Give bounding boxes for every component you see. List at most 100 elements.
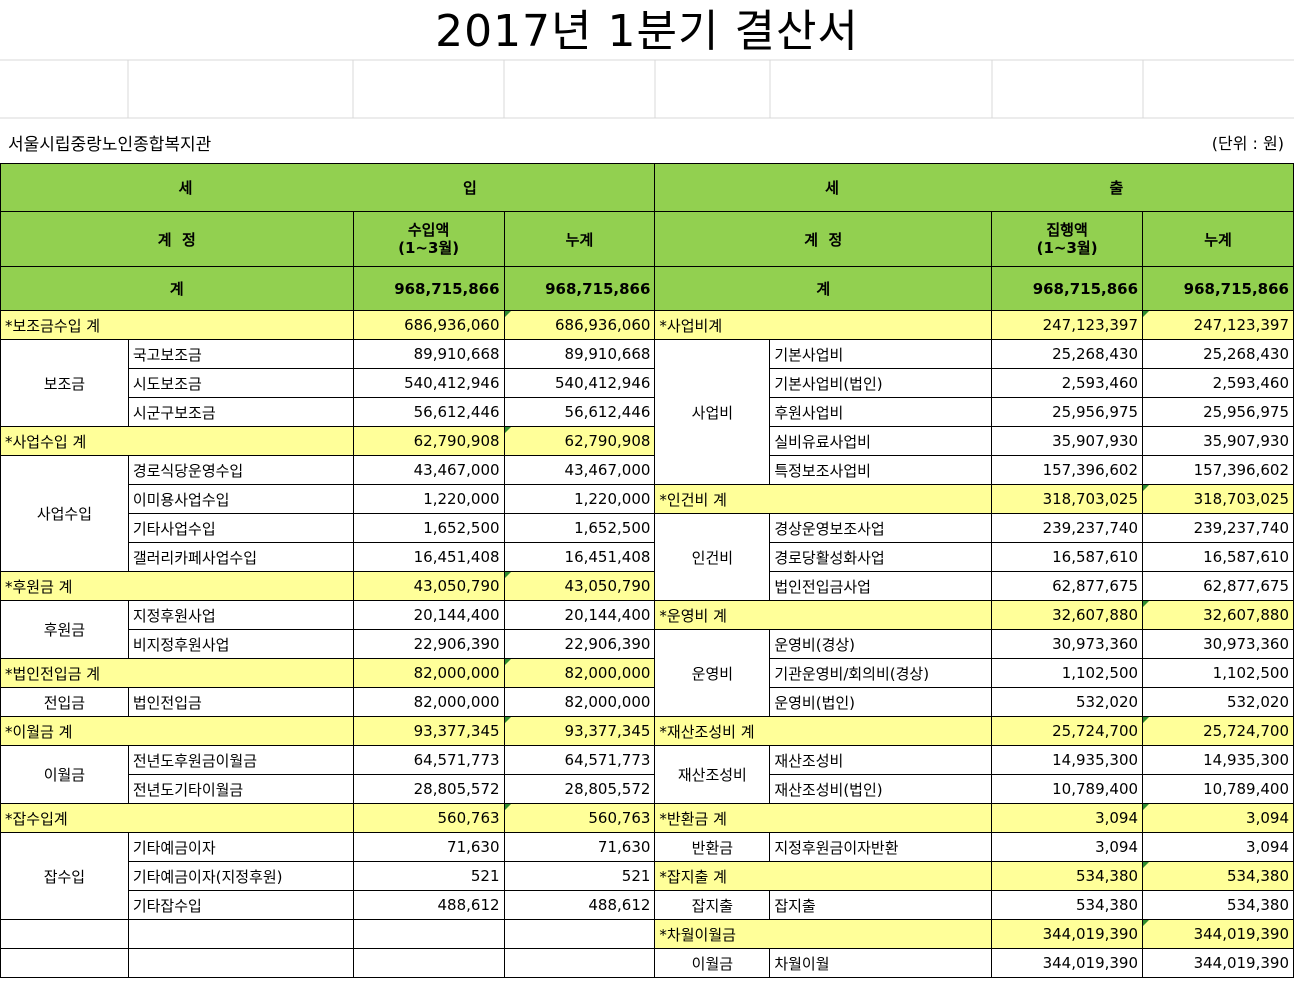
expense-total-amount: 968,715,866 bbox=[991, 266, 1144, 311]
table-row: 시군구보조금 56,612,446 56,612,446 후원사업비 25,956,97… bbox=[1, 397, 1294, 427]
table-row: 전입금 법인전입금 82,000,000 82,000,000 운영비(법인) 532,0… bbox=[0, 687, 1294, 717]
income-empty-cell bbox=[503, 919, 656, 949]
income-item-cumulative: 43,467,000 bbox=[503, 455, 656, 485]
expense-item-label: 잡지출 bbox=[769, 890, 993, 920]
expense-subtotal-amount: 247,123,397 bbox=[991, 310, 1144, 340]
table-row: 시도보조금 540,412,946 540,412,946 기본사업비(법인) 2,59… bbox=[1, 368, 1294, 398]
table-row: 사업수입 경로식당운영수입 43,467,000 43,467,000 특정보조사업비 1… bbox=[0, 455, 1294, 572]
expense-amount-header: 집행액 (1~3월) bbox=[991, 211, 1144, 267]
section-header-row: 세 입 세 출 bbox=[0, 163, 1294, 212]
expense-item-label: 경로당활성화사업 bbox=[769, 542, 993, 572]
table-row: 갤러리카페사업수입 16,451,408 16,451,408 경로당활성화사업 16,… bbox=[1, 542, 1294, 572]
income-item-cumulative: 64,571,773 bbox=[503, 745, 656, 775]
table-row: *차월이월금 344,019,390 344,019,390 bbox=[0, 919, 1294, 949]
table-row: 이월금 차월이월 344,019,390 344,019,390 bbox=[0, 948, 1294, 978]
table-row: 기타예금이자(지정후원) 521 521 *잡지출 계 534,380 534,380 bbox=[1, 861, 1294, 891]
income-subtotal-amount: 82,000,000 bbox=[352, 658, 505, 688]
expense-group-label: 이월금 bbox=[654, 948, 771, 978]
income-item-label: 국고보조금 bbox=[127, 339, 354, 369]
income-item-amount: 1,652,500 bbox=[352, 513, 505, 543]
expense-item-amount: 30,973,360 bbox=[991, 629, 1144, 659]
expense-item-cumulative: 3,094 bbox=[1142, 832, 1294, 862]
income-item-cumulative: 89,910,668 bbox=[503, 339, 656, 369]
expense-section-header: 세 출 bbox=[654, 163, 1294, 212]
expense-subtotal-cumulative: 247,123,397 bbox=[1142, 310, 1294, 340]
expense-item-amount: 157,396,602 bbox=[991, 455, 1144, 485]
expense-subtotal-label: *반환금 계 bbox=[654, 803, 993, 833]
expense-item-cumulative: 14,935,300 bbox=[1142, 745, 1294, 775]
income-item-amount: 89,910,668 bbox=[352, 339, 505, 369]
income-item-amount: 22,906,390 bbox=[352, 629, 505, 659]
income-item-label: 법인전입금 bbox=[127, 687, 354, 717]
expense-subtotal-label: *운영비 계 bbox=[654, 600, 993, 630]
expense-subtotal-label: *잡지출 계 bbox=[654, 861, 993, 891]
expense-item-amount: 3,094 bbox=[991, 832, 1144, 862]
income-item-amount: 488,612 bbox=[352, 890, 505, 920]
expense-item-label: 운영비(경상) bbox=[769, 629, 993, 659]
expense-item-amount: 10,789,400 bbox=[991, 774, 1144, 804]
expense-item-cumulative: 10,789,400 bbox=[1142, 774, 1294, 804]
income-cumulative-header: 누계 bbox=[503, 211, 656, 267]
expense-item-amount: 239,237,740 bbox=[991, 513, 1144, 543]
expense-group-label: 인건비 bbox=[654, 513, 771, 601]
document-title: 2017년 1분기 결산서 bbox=[435, 6, 859, 57]
expense-item-label: 지정후원금이자반환 bbox=[769, 832, 993, 862]
income-account-header: 계 정 bbox=[0, 211, 354, 267]
income-item-amount: 56,612,446 bbox=[352, 397, 505, 427]
income-subtotal-cumulative: 93,377,345 bbox=[503, 716, 656, 746]
income-item-amount: 540,412,946 bbox=[352, 368, 505, 398]
expense-group-label: 사업비 bbox=[654, 339, 771, 485]
expense-item-amount: 532,020 bbox=[991, 687, 1144, 717]
column-header-row: 계 정 수입액 (1~3월) 누계 계 정 집행액 (1~3월) 누계 bbox=[0, 211, 1294, 267]
table-row: *후원금 계 43,050,790 43,050,790 법인전입금사업 62,877,… bbox=[0, 571, 1294, 601]
income-item-cumulative: 1,652,500 bbox=[503, 513, 656, 543]
income-total-amount: 968,715,866 bbox=[352, 266, 505, 311]
income-empty-cell bbox=[0, 919, 129, 949]
income-subtotal-label: *이월금 계 bbox=[0, 716, 354, 746]
grand-total-row: 계 968,715,866 968,715,866 계 968,715,866 … bbox=[0, 266, 1294, 311]
income-item-cumulative: 1,220,000 bbox=[503, 484, 656, 514]
income-item-cumulative: 56,612,446 bbox=[503, 397, 656, 427]
income-item-cumulative: 488,612 bbox=[503, 890, 656, 920]
income-empty-cell bbox=[0, 948, 129, 978]
income-group-label: 이월금 bbox=[0, 745, 129, 804]
income-empty-cell bbox=[352, 948, 505, 978]
expense-item-label: 후원사업비 bbox=[769, 397, 993, 427]
income-subtotal-label: *잡수입계 bbox=[0, 803, 354, 833]
expense-item-label: 기본사업비(법인) bbox=[769, 368, 993, 398]
income-item-amount: 71,630 bbox=[352, 832, 505, 862]
income-item-amount: 1,220,000 bbox=[352, 484, 505, 514]
expense-subtotal-cumulative: 25,724,700 bbox=[1142, 716, 1294, 746]
settlement-table: 세 입 세 출 계 정 수입액 (1~3월) 누계 계 정 집행액 (1~3월) bbox=[0, 163, 1294, 978]
expense-item-label: 경상운영보조사업 bbox=[769, 513, 993, 543]
expense-item-label: 운영비(법인) bbox=[769, 687, 993, 717]
table-row: *이월금 계 93,377,345 93,377,345 *재산조성비 계 25,724… bbox=[0, 716, 1294, 746]
organization-name: 서울시립중랑노인종합복지관 bbox=[8, 135, 212, 155]
income-item-amount: 16,451,408 bbox=[352, 542, 505, 572]
expense-item-cumulative: 1,102,500 bbox=[1142, 658, 1294, 688]
income-empty-cell bbox=[127, 948, 354, 978]
income-amount-header: 수입액 (1~3월) bbox=[352, 211, 505, 267]
expense-item-cumulative: 30,973,360 bbox=[1142, 629, 1294, 659]
income-group-label: 보조금 bbox=[0, 339, 129, 427]
expense-item-cumulative: 344,019,390 bbox=[1142, 948, 1294, 978]
table-row: 기타사업수입 1,652,500 1,652,500 인건비 경상운영보조사업 239,2… bbox=[1, 513, 1294, 601]
expense-item-label: 재산조성비 bbox=[769, 745, 993, 775]
income-subtotal-cumulative: 560,763 bbox=[503, 803, 656, 833]
expense-group-label: 운영비 bbox=[654, 629, 771, 717]
expense-item-amount: 62,877,675 bbox=[991, 571, 1144, 601]
expense-subtotal-amount: 318,703,025 bbox=[991, 484, 1144, 514]
table-row: 전년도기타이월금 28,805,572 28,805,572 재산조성비(법인) 10,… bbox=[1, 774, 1294, 804]
income-item-cumulative: 20,144,400 bbox=[503, 600, 656, 630]
income-item-label: 기타잡수입 bbox=[127, 890, 354, 920]
expense-subtotal-amount: 534,380 bbox=[991, 861, 1144, 891]
table-row: *법인전입금 계 82,000,000 82,000,000 기관운영비/회의비(경상… bbox=[0, 658, 1294, 688]
income-subtotal-cumulative: 43,050,790 bbox=[503, 571, 656, 601]
table-row: *보조금수입 계 686,936,060 686,936,060 *사업비계 247,1… bbox=[0, 310, 1294, 340]
expense-item-cumulative: 25,268,430 bbox=[1142, 339, 1294, 369]
expense-item-cumulative: 532,020 bbox=[1142, 687, 1294, 717]
income-item-amount: 43,467,000 bbox=[352, 455, 505, 485]
income-subtotal-amount: 686,936,060 bbox=[352, 310, 505, 340]
table-row: 이월금 전년도후원금이월금 64,571,773 64,571,773 재산조성비 재산조… bbox=[0, 745, 1294, 804]
